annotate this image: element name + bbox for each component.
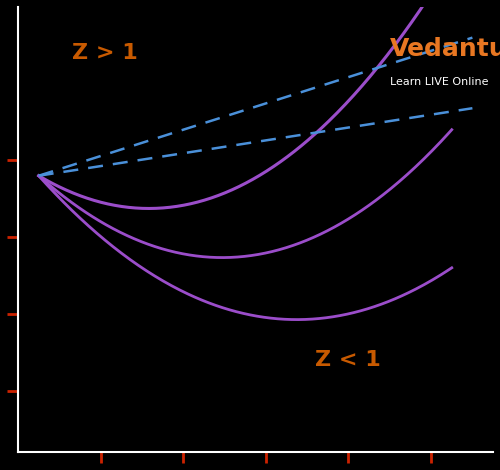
Text: Vedantu: Vedantu [390,38,500,62]
Text: Z > 1: Z > 1 [72,43,138,63]
Text: Learn LIVE Online: Learn LIVE Online [390,77,488,86]
Text: Z < 1: Z < 1 [316,350,381,370]
